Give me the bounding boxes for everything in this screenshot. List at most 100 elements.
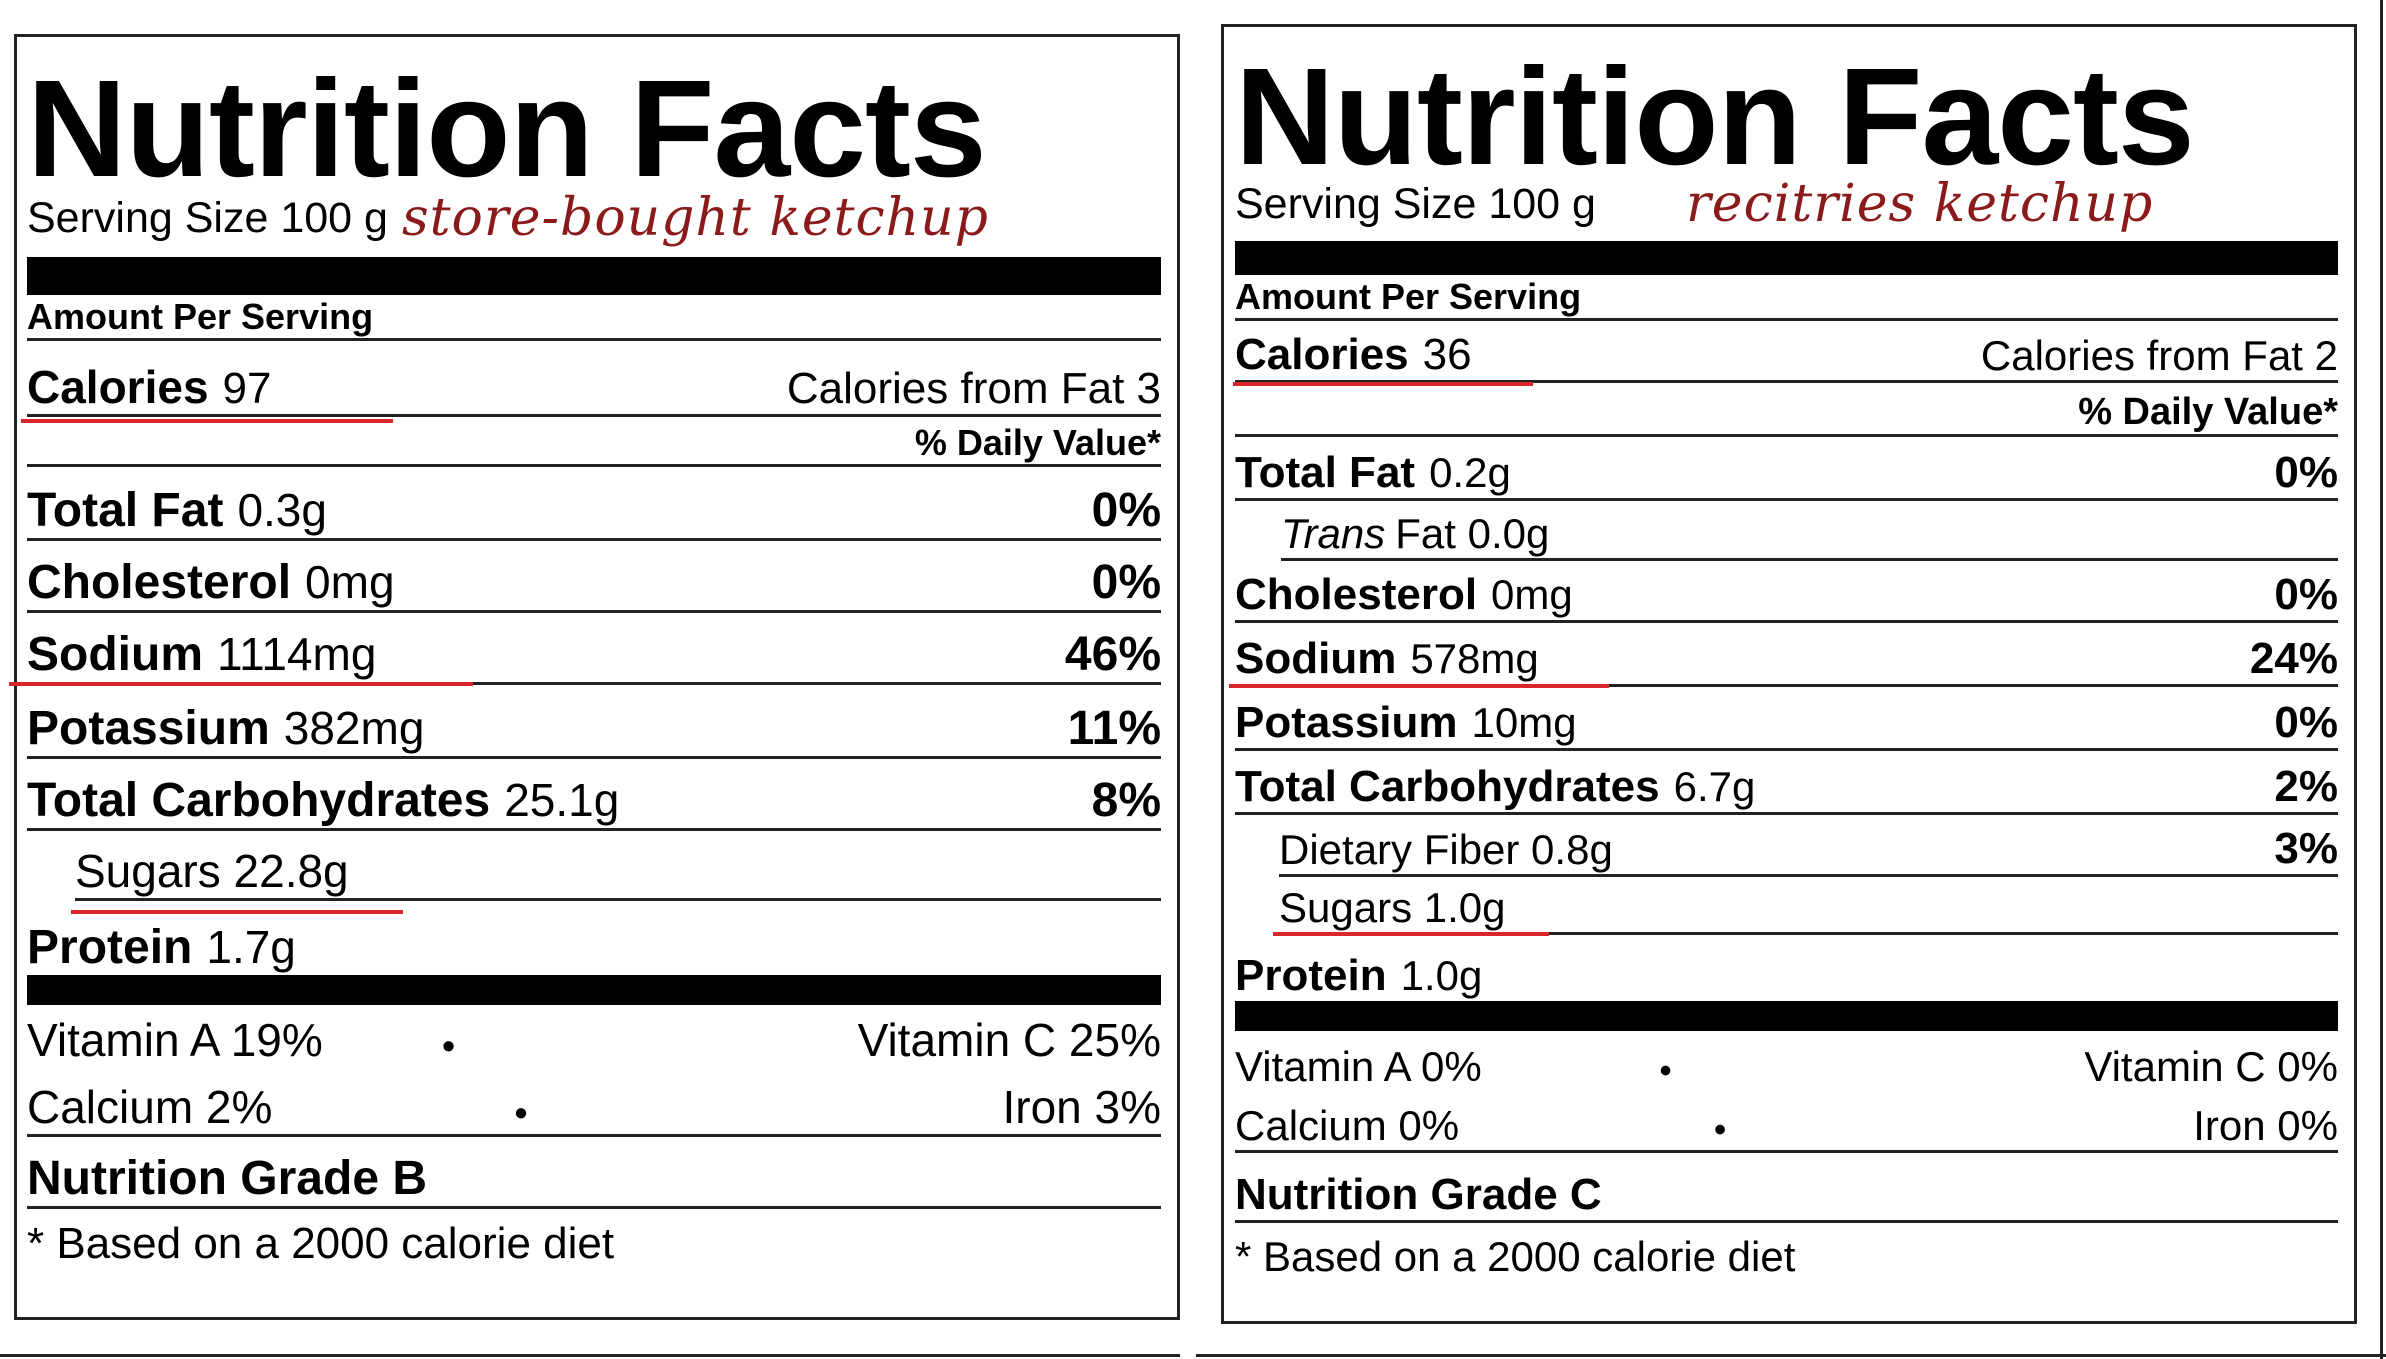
trans-fat-row: Trans Fat 0.0g	[1281, 501, 2338, 561]
nutrient-label: Dietary Fiber 0.8g	[1279, 826, 1613, 873]
calories-from-fat: Calories from Fat 3	[786, 364, 1161, 413]
daily-value-row: % Daily Value*	[27, 417, 1161, 467]
underline-marker	[1233, 382, 1533, 386]
nutrient-row: Potassium 382mg 11%	[27, 685, 1161, 759]
footnote: * Based on a 2000 calorie diet	[1235, 1233, 1796, 1280]
nutrition-label-recitries: Nutrition Facts Serving Size 100 g recit…	[1221, 24, 2357, 1324]
panel-edge-bottom-left	[0, 1354, 1180, 1357]
thick-divider	[1235, 241, 2338, 275]
panel-edge-right	[2380, 0, 2383, 1359]
handwritten-note: store-bought ketchup	[401, 188, 989, 248]
grade-row: Nutrition Grade B	[27, 1137, 1161, 1209]
nutrition-label-store-bought: Nutrition Facts Serving Size 100 g store…	[9, 34, 1180, 1320]
serving-size: Serving Size 100 g	[27, 193, 388, 242]
nutrient-label: Cholesterol	[27, 556, 292, 609]
serving-row: Serving Size 100 g store-bought ketchup	[27, 187, 1161, 249]
nutrient-percent: 2%	[2274, 762, 2338, 811]
nutrient-value: 25.1g	[504, 774, 620, 826]
nutrient-percent: 8%	[1091, 774, 1161, 827]
nutrient-label: Total Carbohydrates	[1235, 762, 1660, 811]
nutrient-row-sugars: Sugars 1.0g	[1273, 877, 2338, 936]
nutrient-row-sodium: Sodium 578mg 24%	[1229, 623, 2338, 688]
thick-divider	[27, 257, 1161, 295]
handwritten-note: recitries ketchup	[1685, 174, 2154, 234]
nutrient-label: Potassium	[1235, 698, 1458, 747]
thick-divider	[1235, 1001, 2338, 1031]
calories-label: Calories	[1235, 330, 1409, 379]
nutrient-label: Sugars 1.0g	[1279, 884, 1506, 931]
vitamin-row: Calcium 0% • Iron 0%	[1235, 1091, 2338, 1153]
nutrient-value: 1.7g	[206, 921, 296, 973]
nutrient-label: Sugars 22.8g	[75, 845, 349, 897]
nutrient-value: 6.7g	[1673, 763, 1756, 810]
nutrient-percent: 3%	[2274, 824, 2338, 873]
nutrient-value: 0.3g	[237, 484, 327, 536]
label-title: Nutrition Facts	[27, 52, 987, 206]
serving-row: Serving Size 100 g recitries ketchup	[1235, 174, 2338, 234]
nutrient-row-sugars: Sugars 22.8g	[71, 831, 1161, 914]
label-title: Nutrition Facts	[1235, 40, 2195, 194]
daily-value-header: % Daily Value*	[914, 422, 1161, 463]
underline-marker	[9, 682, 473, 686]
amount-per-serving-row: Amount Per Serving	[27, 295, 1161, 341]
nutrient-value: 0.2g	[1429, 449, 1511, 496]
nutrition-grade: Nutrition Grade B	[27, 1152, 428, 1205]
underline-marker	[1273, 932, 1549, 936]
bullet: •	[1714, 1111, 1727, 1149]
nutrition-grade: Nutrition Grade C	[1235, 1170, 1602, 1219]
vitamin-left: Calcium 2%	[27, 1081, 273, 1133]
label-content: Nutrition Facts Serving Size 100 g store…	[9, 52, 1161, 1269]
nutrient-row: Total Carbohydrates 25.1g 8%	[27, 759, 1161, 831]
bullet: •	[442, 1025, 455, 1066]
nutrient-value: 382mg	[283, 702, 425, 754]
footnote-row: * Based on a 2000 calorie diet	[27, 1209, 1161, 1269]
vitamin-row: Calcium 2% • Iron 3%	[27, 1067, 1161, 1137]
footnote-row: * Based on a 2000 calorie diet	[1235, 1223, 2338, 1281]
footnote: * Based on a 2000 calorie diet	[27, 1219, 615, 1268]
nutrient-row: Total Carbohydrates 6.7g 2%	[1235, 751, 2338, 815]
nutrient-value: 10mg	[1471, 699, 1577, 746]
vitamin-left: Vitamin A 0%	[1235, 1043, 1482, 1090]
trans-value: Fat 0.0g	[1395, 510, 1550, 557]
daily-value-header: % Daily Value*	[2078, 391, 2338, 433]
underline-marker	[1229, 684, 1609, 688]
amount-per-serving-row: Amount Per Serving	[1235, 275, 2338, 321]
nutrient-row-sodium: Sodium 1114mg 46%	[9, 613, 1161, 686]
nutrient-label: Protein	[1235, 951, 1387, 1000]
nutrient-row: Protein 1.0g	[1235, 935, 2338, 1001]
calories-label: Calories	[27, 361, 209, 413]
nutrient-label: Potassium	[27, 702, 270, 755]
calories-row: Calories 36 Calories from Fat 2	[1233, 321, 2338, 386]
panel-edge-bottom-right	[1196, 1354, 2386, 1357]
nutrient-percent: 11%	[1067, 702, 1161, 755]
nutrient-value: 0mg	[1491, 571, 1573, 618]
nutrient-row: Cholesterol 0mg 0%	[1235, 561, 2338, 623]
calories-value: 97	[222, 364, 272, 413]
vitamin-row: Vitamin A 0% • Vitamin C 0%	[1235, 1031, 2338, 1091]
vitamin-left: Vitamin A 19%	[27, 1014, 323, 1066]
calories-from-fat: Calories from Fat 2	[1980, 332, 2338, 379]
nutrient-percent: 0%	[1091, 556, 1161, 609]
underline-marker	[71, 910, 403, 914]
label-content: Nutrition Facts Serving Size 100 g recit…	[1229, 40, 2338, 1281]
nutrient-percent: 0%	[2274, 570, 2338, 619]
calories-value: 36	[1422, 330, 1472, 379]
nutrient-row: Total Fat 0.3g 0%	[27, 467, 1161, 541]
trans-label: Trans	[1281, 510, 1386, 557]
nutrient-percent: 0%	[2274, 448, 2338, 497]
bullet: •	[514, 1092, 528, 1133]
thick-divider	[27, 975, 1161, 1005]
nutrient-percent: 0%	[1091, 484, 1161, 537]
serving-size: Serving Size 100 g	[1235, 179, 1596, 228]
vitamin-right: Iron 0%	[2193, 1102, 2338, 1149]
nutrient-percent: 24%	[2249, 634, 2338, 683]
nutrient-label: Sodium	[1235, 634, 1397, 683]
vitamin-right: Vitamin C 0%	[2084, 1043, 2339, 1090]
nutrient-label: Total Fat	[1235, 448, 1416, 497]
vitamin-row: Vitamin A 19% • Vitamin C 25%	[27, 1005, 1161, 1067]
amount-per-serving: Amount Per Serving	[1235, 276, 1582, 317]
nutrient-label: Protein	[27, 921, 193, 974]
nutrient-label: Cholesterol	[1235, 570, 1478, 619]
nutrient-row: Protein 1.7g	[27, 901, 1161, 975]
nutrient-label: Total Carbohydrates	[27, 774, 491, 827]
